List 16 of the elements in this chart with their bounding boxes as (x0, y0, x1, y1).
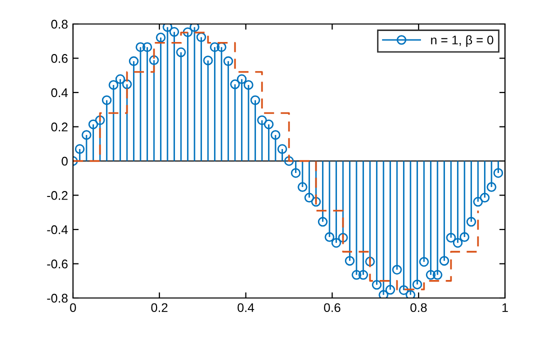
y-tick-label: 0 (62, 156, 68, 166)
y-tick-label: -0.8 (47, 294, 68, 303)
y-tick-label: 0.4 (51, 88, 68, 98)
x-tick-label: 0.4 (238, 303, 254, 312)
x-tick-label: 0.6 (324, 303, 340, 312)
x-tick-label: 0 (70, 303, 76, 312)
y-tick-label: -0.4 (47, 225, 68, 234)
y-tick-label: -0.2 (47, 191, 68, 200)
x-tick-label: 1 (502, 303, 508, 312)
x-tick-label: 0.2 (151, 303, 168, 312)
y-tick-label: 0.2 (51, 122, 68, 132)
y-tick-label: 0.8 (51, 20, 68, 29)
legend-label: n = 1, β = 0 (431, 35, 494, 47)
x-tick-label: 0.8 (410, 303, 427, 312)
y-tick-label: -0.6 (47, 260, 68, 268)
y-tick-label: 0.6 (51, 54, 68, 63)
